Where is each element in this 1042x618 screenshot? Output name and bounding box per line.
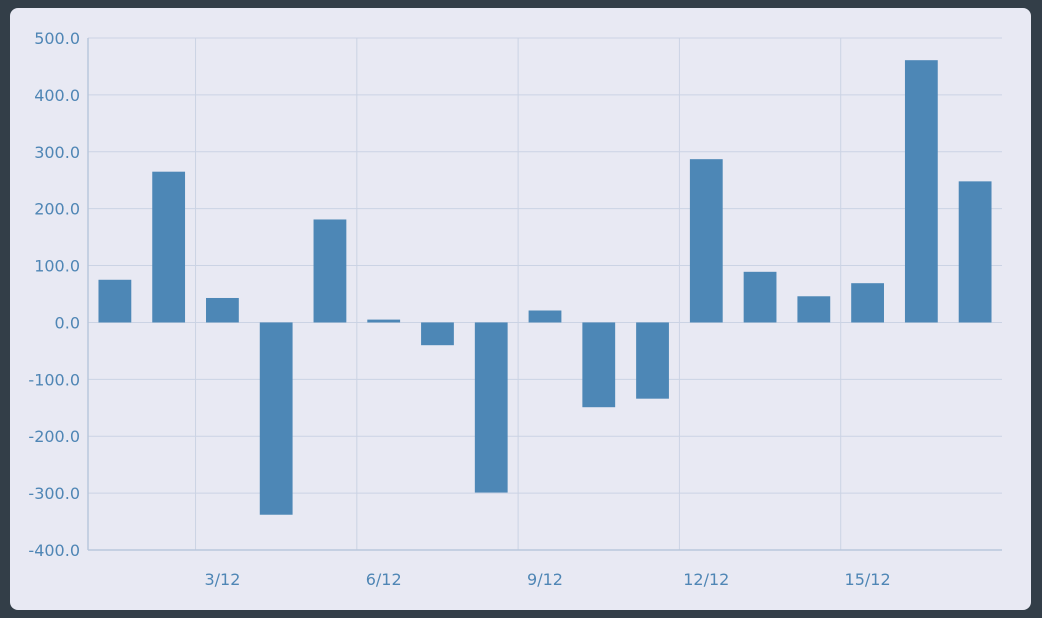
x-tick-label: 6/12 bbox=[366, 570, 402, 589]
y-tick-label: 400.0 bbox=[34, 86, 80, 105]
y-tick-label: -200.0 bbox=[28, 427, 80, 446]
y-axis-ticks: 500.0 400.0 300.0 200.0 100.0 0.0 -100.0 -200.0… bbox=[28, 29, 80, 560]
bar-14-12[interactable] bbox=[797, 296, 831, 323]
x-tick-label: 3/12 bbox=[204, 570, 240, 589]
bar-10-12[interactable] bbox=[582, 322, 616, 408]
y-tick-label: 200.0 bbox=[34, 200, 80, 219]
y-tick-label: 100.0 bbox=[34, 257, 80, 276]
bar-2-12[interactable] bbox=[152, 171, 186, 323]
bar-16-12[interactable] bbox=[904, 60, 938, 323]
y-tick-label: 500.0 bbox=[34, 29, 80, 48]
x-tick-label: 12/12 bbox=[683, 570, 729, 589]
y-tick-label: -100.0 bbox=[28, 370, 80, 389]
bar-3-12[interactable] bbox=[206, 297, 239, 323]
bar-13-12[interactable] bbox=[743, 271, 777, 323]
bars bbox=[98, 60, 992, 515]
bar-8-12[interactable] bbox=[474, 322, 508, 493]
y-tick-label: 300.0 bbox=[34, 143, 80, 162]
bar-12-12[interactable] bbox=[689, 159, 723, 323]
bar-15-12[interactable] bbox=[851, 283, 884, 323]
bar-7-12[interactable] bbox=[421, 322, 454, 346]
bar-5-12[interactable] bbox=[313, 219, 347, 323]
bar-9-12[interactable] bbox=[528, 310, 562, 323]
bar-1-12[interactable] bbox=[98, 279, 132, 323]
bar-4-12[interactable] bbox=[259, 322, 293, 515]
grid-lines bbox=[87, 37, 1002, 551]
y-tick-label: 0.0 bbox=[55, 313, 80, 332]
y-tick-label: -400.0 bbox=[28, 541, 80, 560]
x-axis-ticks: 3/12 6/12 9/12 12/12 15/12 bbox=[204, 570, 890, 589]
bar-17-12[interactable] bbox=[958, 181, 992, 323]
bar-11-12[interactable] bbox=[636, 322, 669, 399]
x-tick-label: 9/12 bbox=[527, 570, 563, 589]
y-tick-label: -300.0 bbox=[28, 484, 80, 503]
bar-6-12[interactable] bbox=[367, 319, 401, 323]
x-tick-label: 15/12 bbox=[845, 570, 891, 589]
